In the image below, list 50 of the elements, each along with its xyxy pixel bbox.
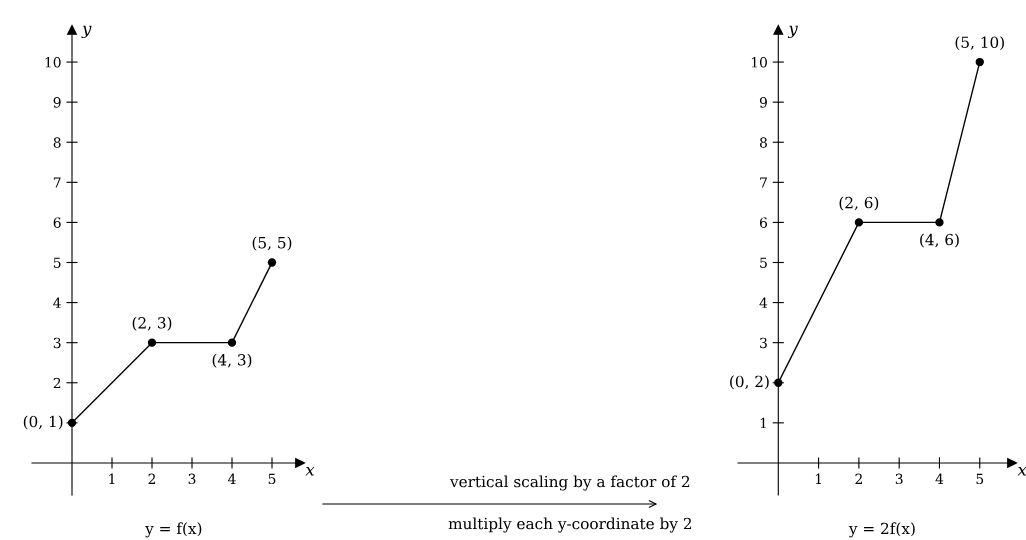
data-label: (0, 1) bbox=[23, 415, 63, 430]
y-tick-label: 4 bbox=[53, 297, 61, 308]
text: vertical scaling by a factor of 2 bbox=[449, 475, 690, 491]
data-label: (0, 2) bbox=[730, 375, 769, 390]
y-tick-label: 5 bbox=[760, 257, 767, 268]
data-label: (2, 3) bbox=[132, 316, 172, 331]
text: y = 2f(x) bbox=[848, 522, 915, 538]
x-axis-title: x bbox=[305, 466, 315, 476]
y-tick-label: 5 bbox=[53, 257, 61, 268]
y-axis-title: y bbox=[787, 25, 798, 39]
x-axis-title: x bbox=[1017, 466, 1026, 476]
x-tick-label: 2 bbox=[148, 473, 156, 484]
y-tick-label: 7 bbox=[760, 177, 767, 188]
y-tick-label: 9 bbox=[759, 97, 767, 108]
point bbox=[147, 338, 157, 347]
y-tick-label: 8 bbox=[759, 137, 767, 148]
point bbox=[854, 218, 864, 227]
y-tick-label: 6 bbox=[53, 217, 61, 228]
data-label: (2, 6) bbox=[839, 196, 879, 211]
point bbox=[267, 258, 277, 267]
data-label: (4, 3) bbox=[212, 353, 252, 368]
y-tick-label: 7 bbox=[53, 177, 61, 188]
y-tick-label: 8 bbox=[53, 137, 61, 148]
y-tick-label: 3 bbox=[53, 337, 61, 349]
y-tick-label: 10 bbox=[45, 57, 61, 68]
y-axis-title: y bbox=[81, 25, 92, 39]
x-tick-label: 2 bbox=[855, 473, 862, 484]
x-tick-label: 4 bbox=[228, 473, 236, 484]
y-tick-label: 4 bbox=[759, 297, 768, 308]
y-tick-label: 6 bbox=[759, 217, 767, 228]
y-tick-label: 10 bbox=[751, 57, 767, 68]
data-label: (5, 10) bbox=[955, 36, 1004, 51]
x-tick-label: 3 bbox=[188, 473, 196, 485]
text: y = f(x) bbox=[145, 522, 202, 538]
y-tick-label: 2 bbox=[53, 377, 61, 389]
y-tick-label: 1 bbox=[760, 417, 766, 429]
data-label: (4, 6) bbox=[920, 233, 959, 248]
point bbox=[975, 57, 984, 67]
x-tick-label: 5 bbox=[976, 473, 984, 485]
point bbox=[227, 338, 237, 347]
y-tick-label: 3 bbox=[760, 337, 767, 349]
text: multiply each y-coordinate by 2 bbox=[448, 517, 692, 533]
x-tick-label: 4 bbox=[935, 473, 944, 484]
x-tick-label: 5 bbox=[268, 473, 276, 485]
data-label: (5, 5) bbox=[252, 236, 292, 251]
x-tick-label: 1 bbox=[815, 473, 822, 484]
x-tick-label: 3 bbox=[895, 473, 903, 485]
y-tick-label: 9 bbox=[53, 97, 61, 108]
x-tick-label: 1 bbox=[109, 473, 115, 484]
point bbox=[935, 218, 944, 227]
